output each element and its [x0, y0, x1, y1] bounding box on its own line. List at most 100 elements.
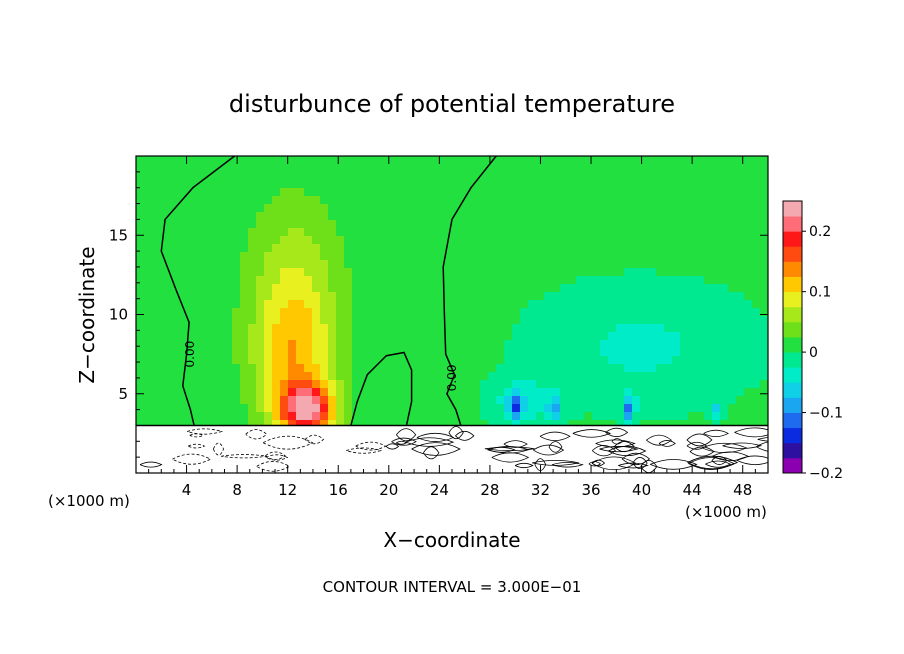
- field-cell: [736, 404, 745, 413]
- field-cell: [504, 260, 513, 269]
- field-cell: [272, 348, 281, 357]
- field-cell: [144, 284, 153, 293]
- field-cell: [256, 340, 265, 349]
- field-cell: [232, 196, 241, 205]
- field-cell: [344, 316, 353, 325]
- field-cell: [232, 276, 241, 285]
- field-cell: [296, 308, 305, 317]
- field-cell: [720, 236, 729, 245]
- field-cell: [512, 372, 521, 381]
- field-cell: [176, 284, 185, 293]
- field-cell: [696, 316, 705, 325]
- field-cell: [136, 348, 145, 357]
- field-cell: [288, 372, 297, 381]
- field-cell: [656, 340, 665, 349]
- field-cell: [288, 236, 297, 245]
- field-cell: [592, 260, 601, 269]
- field-cell: [224, 172, 233, 181]
- field-cell: [616, 164, 625, 173]
- field-cell: [208, 212, 217, 221]
- field-cell: [408, 412, 417, 421]
- field-cell: [192, 204, 201, 213]
- field-cell: [520, 284, 529, 293]
- field-cell: [392, 364, 401, 373]
- field-cell: [752, 300, 761, 309]
- field-cell: [656, 404, 665, 413]
- field-cell: [416, 396, 425, 405]
- field-cell: [712, 260, 721, 269]
- field-cell: [760, 180, 768, 189]
- field-cell: [400, 396, 409, 405]
- field-cell: [456, 188, 465, 197]
- field-cell: [744, 404, 753, 413]
- field-cell: [688, 268, 697, 277]
- field-cell: [504, 172, 513, 181]
- field-cell: [144, 324, 153, 333]
- field-cell: [168, 220, 177, 229]
- field-cell: [576, 316, 585, 325]
- field-cell: [136, 380, 145, 389]
- field-cell: [200, 372, 209, 381]
- field-cell: [176, 340, 185, 349]
- field-cell: [560, 388, 569, 397]
- field-cell: [696, 268, 705, 277]
- field-cell: [464, 420, 473, 429]
- field-cell: [544, 212, 553, 221]
- field-cell: [488, 356, 497, 365]
- field-cell: [352, 204, 361, 213]
- field-cell: [368, 164, 377, 173]
- field-cell: [536, 204, 545, 213]
- field-cell: [584, 172, 593, 181]
- field-cell: [344, 380, 353, 389]
- field-cell: [760, 164, 768, 173]
- field-cell: [440, 404, 449, 413]
- field-cell: [648, 348, 657, 357]
- field-cell: [240, 276, 249, 285]
- field-cell: [544, 204, 553, 213]
- field-cell: [600, 348, 609, 357]
- field-cell: [488, 300, 497, 309]
- field-cell: [272, 332, 281, 341]
- field-cell: [248, 196, 257, 205]
- field-cell: [208, 300, 217, 309]
- field-cell: [536, 332, 545, 341]
- field-cell: [232, 332, 241, 341]
- field-cell: [144, 316, 153, 325]
- field-cell: [672, 228, 681, 237]
- field-cell: [200, 388, 209, 397]
- field-cell: [160, 308, 169, 317]
- field-cell: [416, 276, 425, 285]
- field-cell: [664, 300, 673, 309]
- field-cell: [176, 332, 185, 341]
- field-cell: [616, 276, 625, 285]
- field-cell: [544, 380, 553, 389]
- field-cell: [312, 388, 321, 397]
- field-cell: [216, 164, 225, 173]
- field-cell: [304, 364, 313, 373]
- field-cell: [552, 308, 561, 317]
- field-cell: [512, 172, 521, 181]
- field-cell: [712, 204, 721, 213]
- field-cell: [664, 388, 673, 397]
- field-cell: [544, 292, 553, 301]
- field-cell: [688, 300, 697, 309]
- field-cell: [592, 284, 601, 293]
- field-cell: [328, 260, 337, 269]
- field-cell: [240, 396, 249, 405]
- field-cell: [400, 412, 409, 421]
- field-cell: [360, 420, 369, 429]
- field-cell: [472, 188, 481, 197]
- field-cell: [232, 356, 241, 365]
- field-cell: [192, 244, 201, 253]
- field-cell: [184, 196, 193, 205]
- field-cell: [312, 204, 321, 213]
- field-cell: [424, 340, 433, 349]
- field-cell: [256, 300, 265, 309]
- field-cell: [176, 388, 185, 397]
- field-cell: [728, 308, 737, 317]
- field-cell: [696, 356, 705, 365]
- field-cell: [200, 404, 209, 413]
- field-cell: [752, 212, 761, 221]
- field-cell: [568, 268, 577, 277]
- field-cell: [136, 172, 145, 181]
